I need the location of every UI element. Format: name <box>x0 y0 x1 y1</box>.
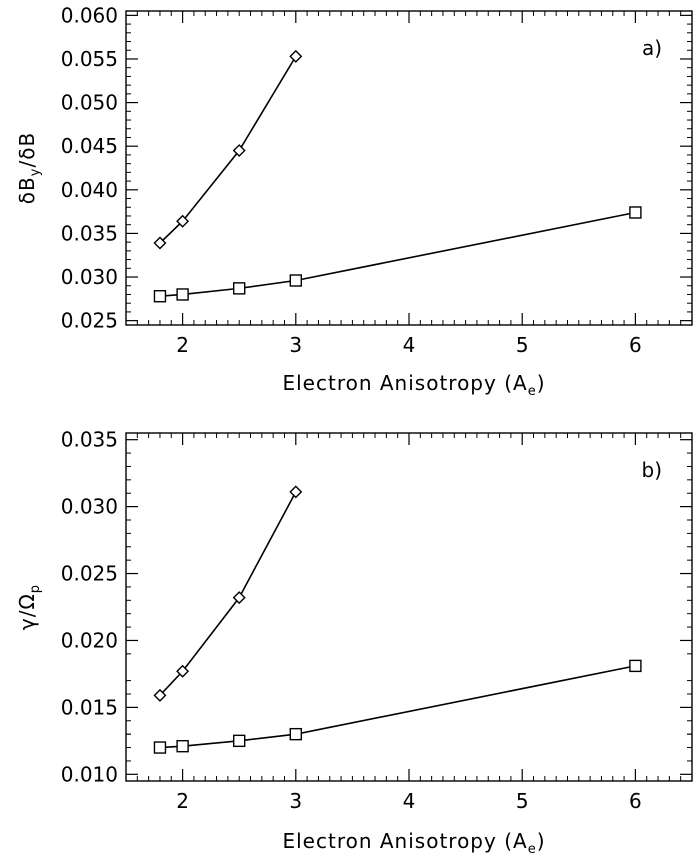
x-tick-label: 5 <box>516 333 529 357</box>
y-tick-label: 0.045 <box>61 134 118 158</box>
square-marker <box>153 741 167 754</box>
series-line-square <box>159 665 636 749</box>
x-tick-label: 5 <box>516 789 529 813</box>
diamond-marker <box>153 688 167 702</box>
series-square <box>153 659 642 754</box>
diamond-marker <box>176 664 190 678</box>
y-tick-label: 0.040 <box>61 178 118 202</box>
x-tick-label: 3 <box>289 789 302 813</box>
y-tick-label: 0.010 <box>61 762 118 786</box>
square-marker <box>232 734 246 748</box>
x-tick-label: 4 <box>403 789 416 813</box>
square-marker <box>289 274 302 287</box>
y-tick-label: 0.030 <box>61 495 118 519</box>
panel-label: a) <box>642 36 662 60</box>
series-line-square <box>159 211 636 298</box>
y-tick-label: 0.035 <box>61 221 118 245</box>
square-marker <box>629 659 642 673</box>
square-marker <box>176 740 189 753</box>
y-tick-label: 0.015 <box>61 695 118 719</box>
plot-frame <box>125 10 693 326</box>
y-axis-label: δBy/δB <box>15 132 43 204</box>
y-tick-label: 0.050 <box>61 91 118 115</box>
y-tick-label: 0.055 <box>61 47 118 71</box>
y-axis-label: γ/Ωp <box>15 584 43 630</box>
panel-label: b) <box>642 458 663 482</box>
y-tick-label: 0.030 <box>61 265 118 289</box>
y-tick-label: 0.035 <box>61 428 118 452</box>
x-tick-label: 2 <box>176 789 189 813</box>
diamond-marker <box>289 485 303 499</box>
x-axis-label: Electron Anisotropy (Ae) <box>282 371 545 399</box>
chart-panel-a: 2 3 4 5 6 0.025 0.030 0.035 0.040 0.045 0.050 0.055… <box>15 3 693 399</box>
diamond-marker <box>176 214 190 228</box>
y-tick-label: 0.060 <box>61 3 118 27</box>
x-tick-label: 6 <box>629 789 642 813</box>
plot-frame <box>125 432 693 782</box>
y-tick-label: 0.025 <box>61 309 118 333</box>
series-diamond <box>153 49 303 250</box>
x-tick-label: 3 <box>289 333 302 357</box>
square-marker <box>629 206 642 219</box>
square-marker <box>289 727 302 741</box>
diamond-marker <box>232 591 246 605</box>
square-marker <box>232 282 246 295</box>
x-tick-label: 6 <box>629 333 642 357</box>
y-tick-label: 0.025 <box>61 562 118 586</box>
series-diamond <box>153 485 303 702</box>
square-marker <box>153 290 167 303</box>
chart-panel-b: 2 3 4 5 6 0.010 0.015 0.020 0.025 0.030 0.035 b) Ele… <box>15 428 693 853</box>
x-tick-label: 2 <box>176 333 189 357</box>
x-axis-ticks: 2 3 4 5 6 <box>125 11 693 357</box>
y-axis-ticks: 0.010 0.015 0.020 0.025 0.030 0.035 <box>61 428 692 786</box>
x-axis-ticks: 2 3 4 5 6 <box>125 433 693 813</box>
diamond-marker <box>232 144 246 158</box>
x-axis-label: Electron Anisotropy (Ae) <box>282 829 545 853</box>
series-square <box>153 206 642 303</box>
y-tick-label: 0.020 <box>61 628 118 652</box>
diamond-marker <box>153 236 167 250</box>
diamond-marker <box>289 49 303 63</box>
y-axis-ticks: 0.025 0.030 0.035 0.040 0.045 0.050 0.055 0.060 <box>61 3 692 333</box>
square-marker <box>176 288 189 301</box>
series-line-diamond <box>159 55 297 244</box>
series-line-diamond <box>159 491 297 696</box>
x-tick-label: 4 <box>403 333 416 357</box>
